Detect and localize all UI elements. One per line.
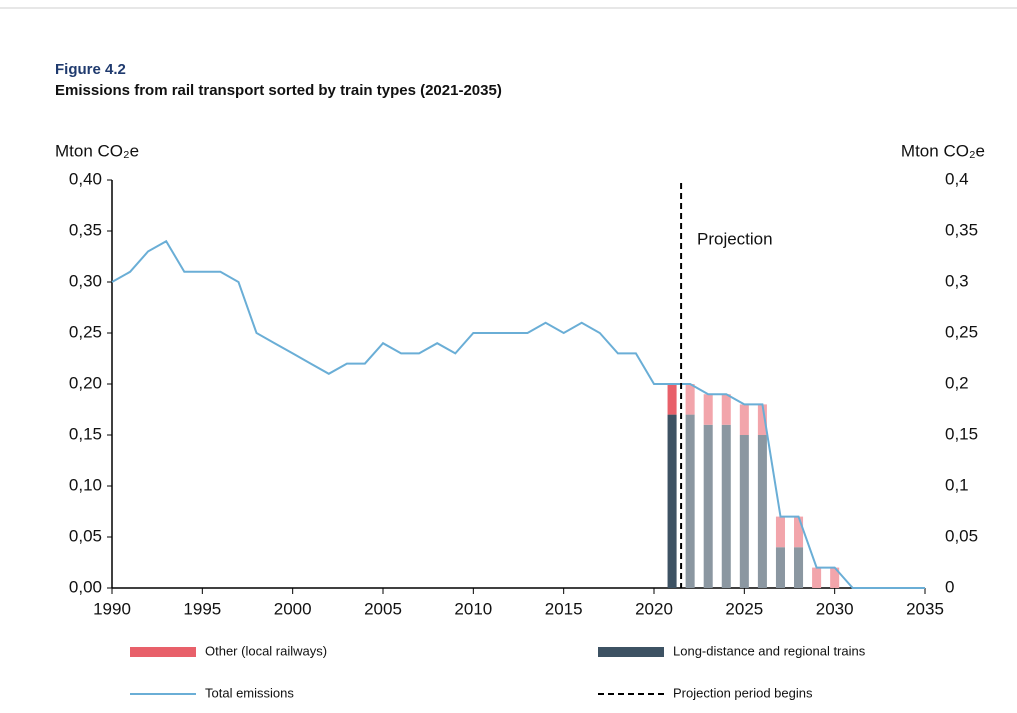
bar <box>812 567 822 588</box>
y-axis-label: Mton CO₂e <box>55 141 139 160</box>
bar <box>703 394 713 425</box>
x-tick-label: 2000 <box>274 599 312 618</box>
bar <box>775 547 785 588</box>
legend-label: Projection period begins <box>673 685 813 700</box>
bar <box>685 414 695 588</box>
x-tick-label: 2020 <box>635 599 673 618</box>
bar <box>739 404 749 435</box>
y2-tick-label: 0,05 <box>945 526 978 545</box>
y2-tick-label: 0,35 <box>945 220 978 239</box>
y-tick-label: 0,40 <box>69 169 102 188</box>
x-tick-label: 2035 <box>906 599 944 618</box>
annotation: Projection <box>697 229 773 248</box>
bar <box>794 547 804 588</box>
figure-label: Figure 4.2 <box>55 61 126 78</box>
y-tick-label: 0,15 <box>69 424 102 443</box>
y2-tick-label: 0,15 <box>945 424 978 443</box>
legend-label: Other (local railways) <box>205 643 327 658</box>
bar <box>721 394 731 425</box>
y2-tick-label: 0,25 <box>945 322 978 341</box>
bar <box>757 435 767 588</box>
x-tick-label: 2010 <box>454 599 492 618</box>
x-tick-label: 2005 <box>364 599 402 618</box>
y2-tick-label: 0 <box>945 577 954 596</box>
y-tick-label: 0,30 <box>69 271 102 290</box>
legend-label: Total emissions <box>205 685 294 700</box>
x-tick-label: 1990 <box>93 599 131 618</box>
legend-label: Long-distance and regional trains <box>673 643 866 658</box>
y2-tick-label: 0,4 <box>945 169 969 188</box>
y2-axis-label: Mton CO₂e <box>901 141 985 160</box>
y-tick-label: 0,10 <box>69 475 102 494</box>
y-tick-label: 0,20 <box>69 373 102 392</box>
bar <box>721 424 731 588</box>
y2-tick-label: 0,3 <box>945 271 969 290</box>
x-tick-label: 1995 <box>183 599 221 618</box>
bar <box>757 404 767 435</box>
y-tick-label: 0,25 <box>69 322 102 341</box>
bar <box>703 424 713 588</box>
x-tick-label: 2030 <box>816 599 854 618</box>
y-tick-label: 0,05 <box>69 526 102 545</box>
bar <box>667 384 677 415</box>
x-tick-label: 2015 <box>545 599 583 618</box>
y-tick-label: 0,00 <box>69 577 102 596</box>
y2-tick-label: 0,2 <box>945 373 969 392</box>
bar <box>739 435 749 588</box>
x-tick-label: 2025 <box>725 599 763 618</box>
bar <box>830 567 840 588</box>
y-tick-label: 0,35 <box>69 220 102 239</box>
bar <box>794 516 804 548</box>
bar <box>775 516 785 548</box>
bar <box>667 414 677 588</box>
bar <box>685 384 695 415</box>
legend-swatch <box>130 647 196 657</box>
chart-title: Emissions from rail transport sorted by … <box>55 82 502 99</box>
y2-tick-label: 0,1 <box>945 475 969 494</box>
line <box>111 239 925 589</box>
legend-swatch <box>598 647 664 657</box>
